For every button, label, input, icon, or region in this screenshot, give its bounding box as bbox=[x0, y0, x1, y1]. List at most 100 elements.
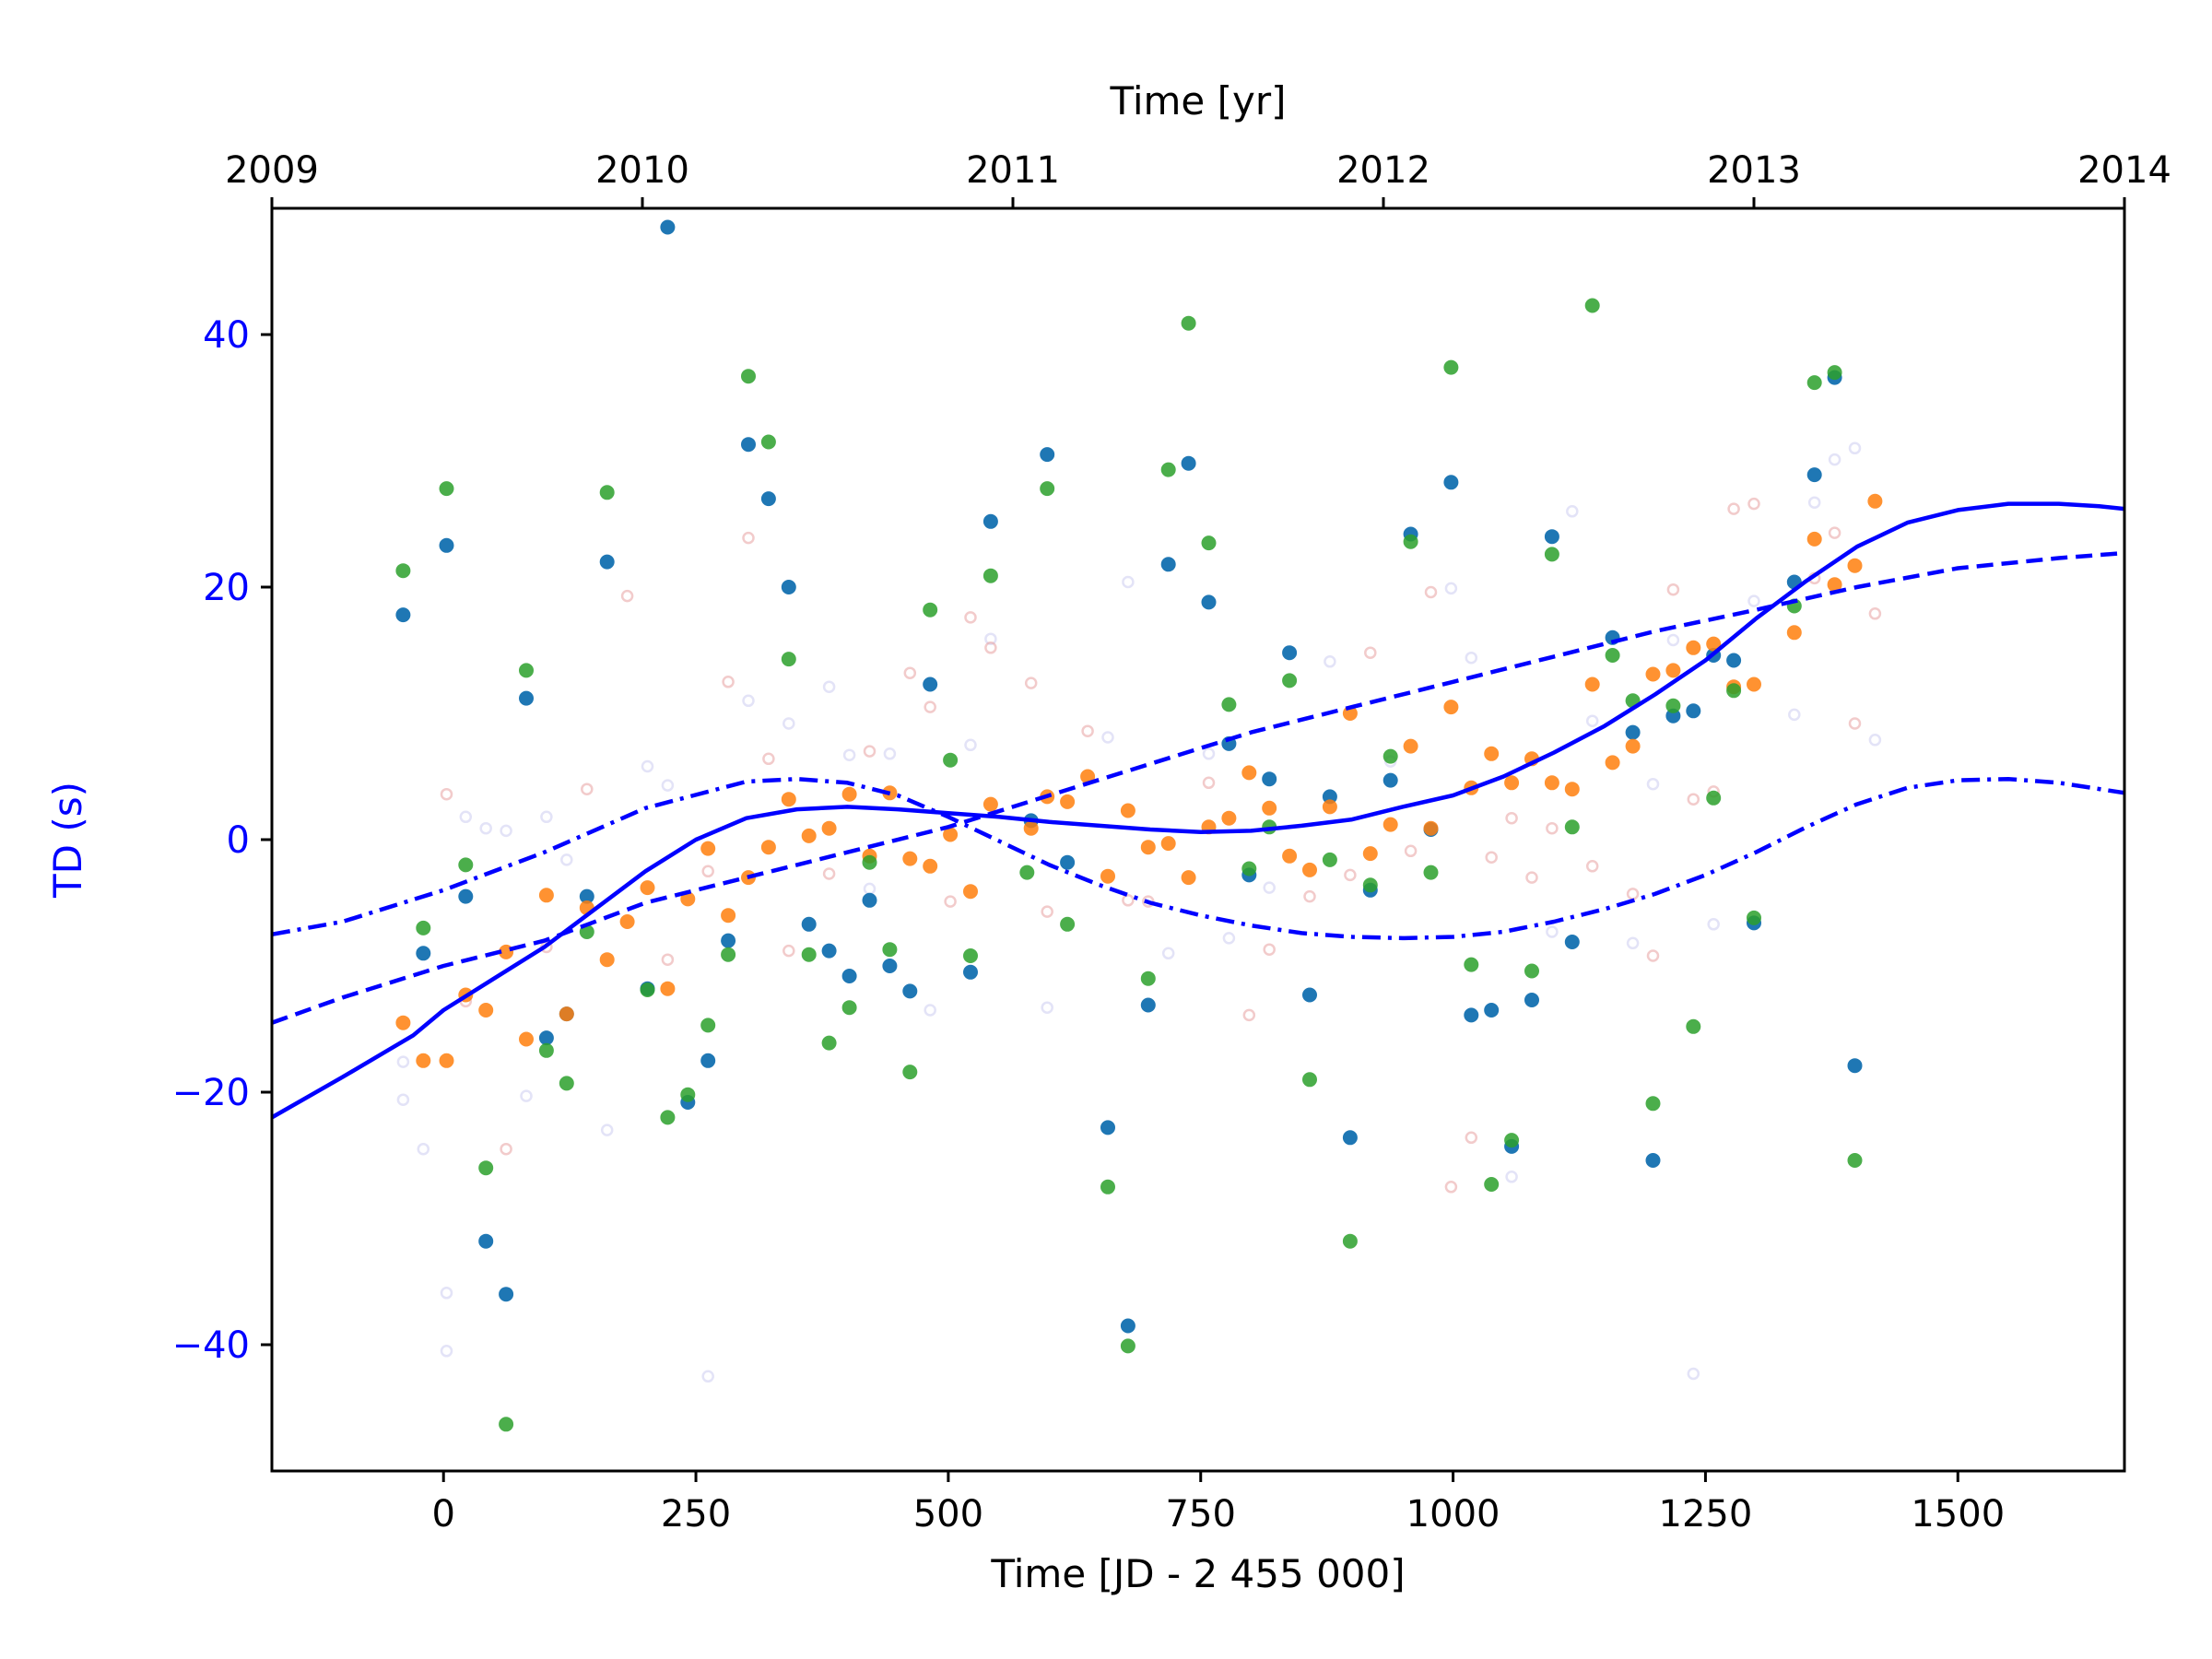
data-point bbox=[1201, 535, 1217, 551]
x2-tick-label: 2013 bbox=[1707, 149, 1801, 192]
data-point bbox=[1504, 775, 1520, 791]
data-point bbox=[1282, 673, 1298, 688]
data-point bbox=[1023, 820, 1039, 836]
data-point bbox=[538, 888, 554, 903]
data-point bbox=[700, 841, 716, 856]
data-point bbox=[1828, 453, 1841, 466]
data-point bbox=[1524, 993, 1539, 1007]
data-point bbox=[781, 580, 796, 594]
data-point bbox=[760, 491, 776, 507]
data-point bbox=[640, 880, 655, 896]
data-point bbox=[923, 677, 938, 692]
data-point bbox=[1443, 475, 1459, 490]
data-point bbox=[1465, 651, 1478, 665]
data-point bbox=[1605, 755, 1620, 771]
data-point bbox=[1302, 987, 1317, 1003]
data-point bbox=[1443, 700, 1459, 715]
scatter-series-0 bbox=[395, 219, 1863, 1334]
data-point bbox=[863, 882, 877, 896]
data-point bbox=[478, 1233, 494, 1249]
data-point bbox=[1424, 585, 1438, 599]
data-point bbox=[821, 943, 837, 959]
data-point bbox=[519, 690, 534, 706]
data-point bbox=[863, 745, 877, 758]
data-point bbox=[963, 964, 978, 980]
data-point bbox=[1665, 698, 1681, 713]
data-point bbox=[1040, 481, 1055, 497]
data-point bbox=[416, 920, 431, 935]
data-point bbox=[1665, 663, 1681, 678]
data-point bbox=[1726, 683, 1742, 699]
data-point bbox=[982, 568, 998, 583]
plot-frame bbox=[270, 206, 2126, 1473]
data-point bbox=[1302, 1072, 1317, 1088]
x-tick-label: 750 bbox=[1166, 1493, 1236, 1535]
data-point bbox=[1505, 1171, 1518, 1183]
data-point bbox=[1726, 653, 1742, 668]
data-point bbox=[1322, 852, 1337, 867]
data-point bbox=[1181, 870, 1196, 886]
y-tick-label: −20 bbox=[172, 1072, 250, 1114]
data-point bbox=[782, 717, 795, 730]
data-point bbox=[964, 738, 977, 752]
data-point bbox=[500, 824, 512, 838]
data-point bbox=[1382, 748, 1398, 764]
model-curve-dashed bbox=[272, 550, 2124, 1025]
data-point bbox=[1241, 765, 1257, 781]
data-point bbox=[1847, 1058, 1863, 1074]
data-point bbox=[1564, 782, 1580, 797]
data-point bbox=[984, 641, 997, 654]
data-point bbox=[1645, 1153, 1661, 1168]
x-axis-bottom: 0 250 500 750 1000 1250 1500 bbox=[431, 1471, 2005, 1535]
data-point bbox=[1585, 860, 1599, 873]
data-point bbox=[661, 779, 675, 792]
data-point bbox=[1484, 1003, 1500, 1018]
data-point bbox=[1120, 1338, 1135, 1354]
data-point bbox=[924, 700, 936, 713]
data-point bbox=[660, 219, 676, 235]
data-point bbox=[700, 1018, 716, 1033]
data-point bbox=[519, 1031, 534, 1047]
data-point bbox=[801, 828, 817, 843]
data-point bbox=[520, 1089, 533, 1102]
data-point bbox=[680, 1087, 696, 1102]
data-point bbox=[721, 933, 736, 948]
data-point bbox=[1241, 861, 1257, 877]
data-point bbox=[1666, 582, 1680, 596]
data-point bbox=[1807, 496, 1821, 509]
data-point bbox=[599, 485, 615, 500]
data-point bbox=[599, 952, 615, 968]
data-point bbox=[1181, 455, 1196, 471]
data-point bbox=[801, 947, 817, 962]
x2-axis-title: Time [yr] bbox=[1109, 78, 1286, 124]
data-point bbox=[1706, 790, 1722, 806]
data-point bbox=[1827, 365, 1842, 381]
data-point bbox=[396, 1055, 410, 1068]
data-point bbox=[1584, 298, 1600, 313]
data-point bbox=[1222, 932, 1236, 945]
scatter-series-1 bbox=[395, 298, 1863, 1432]
scatter-series-3 bbox=[440, 497, 1882, 1194]
data-point bbox=[902, 1065, 918, 1080]
data-point bbox=[1140, 997, 1156, 1013]
data-point bbox=[395, 563, 411, 579]
data-point bbox=[1625, 724, 1641, 740]
data-point bbox=[1747, 910, 1761, 925]
x-tick-label: 1000 bbox=[1406, 1493, 1500, 1535]
data-point bbox=[640, 982, 655, 997]
data-point bbox=[416, 946, 431, 961]
data-point bbox=[801, 916, 817, 932]
data-point bbox=[1362, 846, 1378, 862]
data-point bbox=[1342, 1130, 1358, 1146]
data-point bbox=[1262, 771, 1277, 787]
data-point bbox=[1485, 851, 1498, 864]
data-point bbox=[1546, 925, 1559, 938]
data-point bbox=[458, 857, 474, 873]
data-point bbox=[479, 821, 492, 835]
data-point bbox=[1100, 868, 1115, 884]
data-point bbox=[822, 680, 836, 693]
data-point bbox=[1544, 775, 1559, 791]
data-point bbox=[395, 1015, 411, 1030]
data-point bbox=[842, 748, 856, 761]
x-tick-label: 250 bbox=[661, 1493, 731, 1535]
